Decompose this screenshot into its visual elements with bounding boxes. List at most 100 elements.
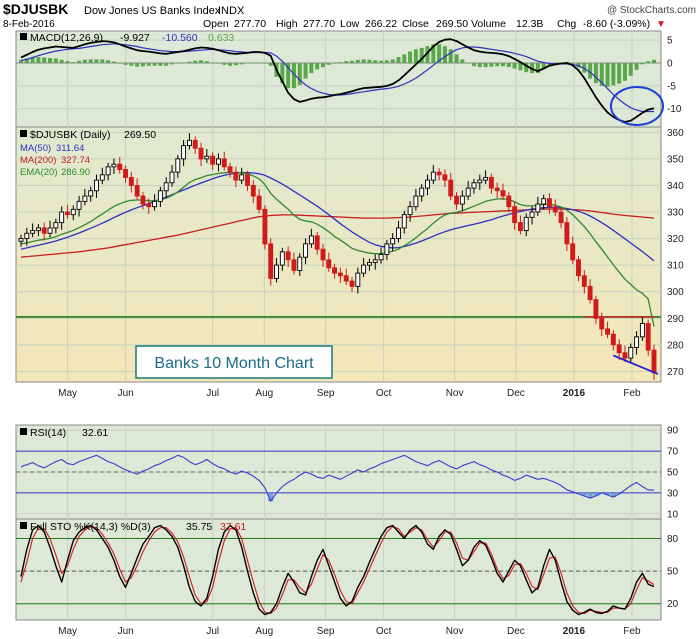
rsi-legend-value: 32.61	[82, 427, 108, 439]
macd-histogram-bar	[547, 63, 552, 66]
macd-histogram-bar	[355, 59, 360, 63]
macd-histogram-bar	[42, 57, 47, 63]
candle-body	[471, 182, 477, 189]
rsi-oversold-fill	[268, 492, 274, 502]
month-label: Jun	[118, 388, 134, 399]
candle-body	[274, 264, 279, 279]
candle-body	[436, 171, 442, 176]
macd-histogram-bar	[117, 63, 122, 64]
macd-histogram-bar	[454, 54, 459, 63]
candle-body	[332, 267, 338, 274]
macd-histogram-bar	[384, 60, 389, 63]
downtrend-line	[613, 354, 659, 375]
sto-legend-label: Full STO %K(14,3) %D(3)	[30, 521, 151, 533]
macd-histogram-bar	[111, 61, 116, 63]
candle-body	[76, 200, 82, 210]
sto-k-value: 35.75	[186, 521, 212, 533]
candle-body	[82, 195, 88, 202]
candle-body	[94, 179, 99, 192]
macd-histogram-bar	[158, 63, 163, 66]
candle-body	[610, 333, 616, 346]
macd-histogram-bar	[175, 63, 180, 64]
exchange-label: INDX	[218, 5, 245, 17]
month-label: Jun	[118, 626, 134, 637]
macd-histogram-bar	[187, 61, 192, 63]
macd-histogram-bar	[71, 62, 76, 63]
candle-body	[349, 280, 355, 287]
candle-body	[407, 206, 413, 216]
candle-body	[18, 238, 24, 242]
rsi-oversold-fill	[593, 492, 599, 497]
candle-body	[564, 222, 570, 245]
candle-body	[239, 174, 245, 181]
macd-histogram-bar	[582, 63, 587, 73]
macd-histogram-bar	[518, 63, 523, 71]
candle-body	[192, 139, 198, 149]
y-tick-label: 5	[667, 36, 673, 47]
month-label: Aug	[255, 626, 273, 637]
macd-plot	[16, 38, 664, 126]
macd-line	[20, 38, 655, 123]
price-plot	[16, 133, 661, 380]
annotation-frame	[135, 345, 333, 379]
y-tick-label: 290	[667, 314, 684, 325]
macd-histogram-bar	[204, 61, 209, 63]
macd-histogram-bar	[216, 63, 221, 64]
candle-body	[552, 206, 558, 213]
candle-body	[488, 177, 494, 189]
macd-histogram-bar	[315, 63, 320, 70]
month-label: Feb	[623, 626, 641, 637]
candle-body	[314, 235, 320, 250]
rsi-oversold-fill	[605, 492, 611, 495]
ma200-legend-label: MA(200)	[20, 155, 56, 166]
candle-body	[384, 243, 390, 255]
candle-body	[41, 227, 47, 234]
macd-histogram-bar	[65, 61, 70, 63]
candle-body	[355, 272, 361, 287]
macd-histogram-bar	[94, 59, 99, 63]
macd-histogram-bar	[286, 63, 291, 89]
macd-histogram-bar	[100, 59, 105, 63]
candle-body	[99, 174, 105, 181]
high-label: High	[276, 18, 298, 30]
candle-body	[430, 171, 436, 181]
candle-body	[419, 187, 425, 197]
macd-histogram-bar	[361, 59, 366, 63]
macd-histogram-bar	[460, 59, 465, 63]
month-label: May	[58, 388, 77, 399]
macd-histogram-bar	[373, 60, 378, 63]
macd-histogram-bar	[291, 63, 296, 89]
macd-histogram-bar	[88, 59, 93, 63]
candle-body	[454, 195, 460, 205]
candle-body	[70, 208, 76, 216]
macd-histogram-bar	[303, 63, 308, 79]
candle-body	[157, 190, 163, 202]
month-label: 2016	[563, 626, 586, 637]
candle-body	[413, 195, 419, 208]
high-value: 277.70	[303, 18, 335, 30]
macd-histogram-bar	[320, 63, 325, 68]
macd-histogram-bar	[512, 63, 517, 69]
candle-body	[59, 211, 65, 224]
low-label: Low	[340, 18, 360, 30]
macd-histogram-bar	[379, 60, 384, 63]
macd-histogram-bar	[53, 58, 58, 63]
macd-histogram-bar	[181, 62, 186, 64]
month-label: 2016	[563, 388, 586, 399]
candle-body	[576, 259, 581, 277]
month-label: Jul	[206, 626, 219, 637]
macd-y-axis: 5 0 -5 -10	[667, 36, 682, 116]
macd-histogram-bar	[437, 44, 442, 63]
candle-body	[616, 344, 622, 354]
y-tick-label: 310	[667, 261, 684, 272]
candle-body	[250, 184, 256, 197]
macd-histogram-bar	[164, 63, 169, 66]
macd-signal-value: -10.560	[162, 32, 198, 44]
macd-legend-swatch	[20, 33, 27, 40]
macd-histogram-bar	[495, 63, 500, 67]
month-label: Oct	[376, 626, 392, 637]
y-tick-label: 50	[667, 567, 679, 578]
rsi-line	[20, 454, 655, 502]
candle-body	[587, 285, 593, 301]
